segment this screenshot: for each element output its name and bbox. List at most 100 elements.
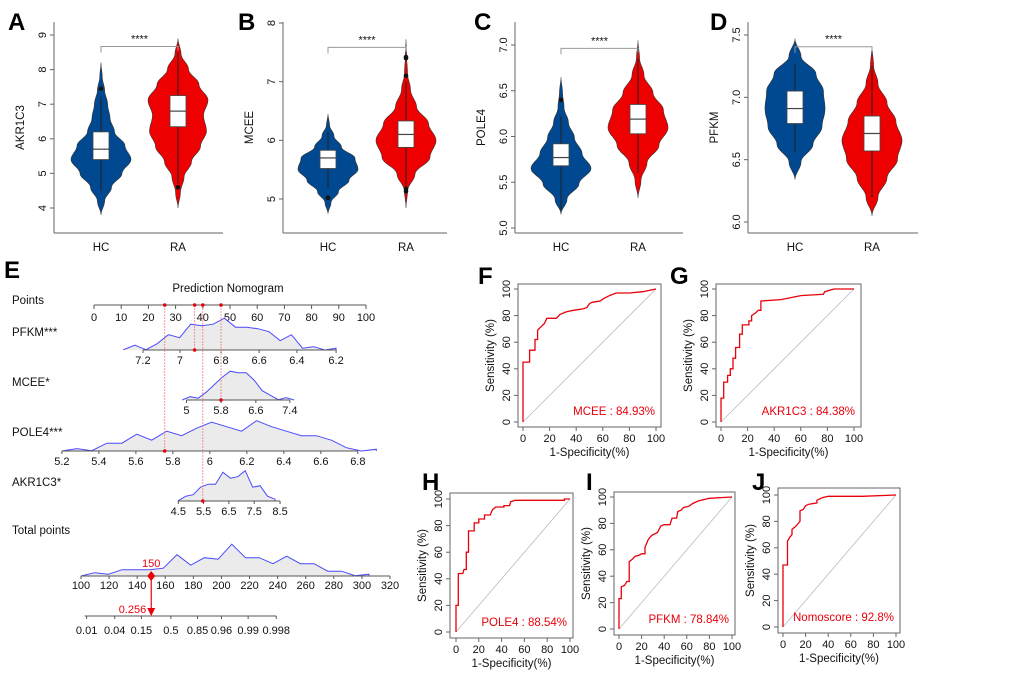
probability-tick-label: 0.99 [237,625,258,637]
variable-tick-label: 6.5 [221,506,236,518]
outlier-point [98,86,104,91]
reference-diagonal [720,288,855,423]
significance-label: **** [131,33,149,45]
y-tick-label: 5 [266,196,278,202]
probability-tick-label: 0.96 [211,625,232,637]
x-tick-label: 0 [718,433,724,445]
y-tick-label: 20 [501,389,513,401]
y-tick-label: 40 [501,363,513,375]
probability-tick-label: 0.15 [131,625,152,637]
points-tick-label: 80 [305,312,317,324]
total-points-tick-label: 140 [128,580,146,592]
x-tick-label: 100 [561,644,579,656]
y-axis-label: Sensitivity (%) [581,527,593,600]
row-label-total-points: Total points [12,525,70,537]
y-tick-label: 100 [501,280,513,298]
x-tick-label: HC [787,242,804,254]
auc-label: PFKM : 78.84% [648,614,729,626]
y-axis-label: Sensitivity (%) [745,524,757,597]
roc-panel-j: J 0 0 20 20 40 40 60 60 80 80 100 100 Sensitivity (%)… [745,469,905,665]
y-tick-label: 8 [266,20,278,26]
points-tick-label: 60 [251,312,263,324]
y-tick-label: 0 [699,419,711,425]
y-tick-label: 5.5 [498,175,510,190]
outlier-point [403,54,409,60]
row-label-variable: MCEE* [12,377,50,389]
variable-tick-label: 7.5 [247,506,262,518]
panel-label: H [422,469,439,496]
y-tick-label: 7.0 [498,37,510,52]
x-tick-label: 40 [768,433,780,445]
variable-tick-label: 5.8 [213,405,228,417]
probability-value: 0.256 [119,604,147,616]
y-tick-label: 5 [37,170,49,176]
outlier-point [558,97,564,103]
outlier-point [403,73,409,79]
roc-panel-f: F 0 0 20 20 40 40 60 60 80 80 100 100 Sensitivity (%)… [478,263,665,459]
y-tick-label: 80 [699,309,711,321]
y-tick-label: 60 [433,546,445,558]
density-curve [61,420,377,452]
x-tick-label: 0 [453,644,459,656]
value-marker [219,398,223,402]
x-tick-label: RA [398,242,414,254]
x-tick-label: 0 [520,433,526,445]
y-tick-label: 4 [37,205,49,211]
reference-diagonal [455,498,571,633]
value-marker [162,449,167,453]
y-tick-label: 80 [761,515,773,527]
x-tick-label: 40 [570,433,582,445]
y-tick-label: 20 [433,599,445,611]
x-tick-label: 80 [541,644,553,656]
x-tick-label: 100 [845,433,863,445]
y-axis-label: Sensitivity (%) [485,319,497,392]
x-tick-label: 20 [543,433,555,445]
auc-label: MCEE : 84.93% [573,406,655,418]
density-curve [177,469,276,502]
x-tick-label: 20 [473,644,485,656]
roc-curve [618,496,733,629]
x-tick-label: RA [864,242,880,254]
variable-tick-label: 5.8 [165,456,180,468]
y-tick-label: 40 [761,568,773,580]
panel-label: A [8,9,25,36]
x-tick-label: 80 [703,641,715,653]
violin-panel-d: D 6.0 6.5 7.0 7.5 PFKM HC RA **** [709,9,918,254]
y-tick-label: 6.5 [498,83,510,98]
variable-tick-label: 5.5 [196,506,211,518]
y-tick-label: 60 [597,544,609,556]
probability-tick-label: 0.85 [187,625,208,637]
x-tick-label: 100 [723,641,741,653]
total-points-tick-label: 300 [353,580,371,592]
x-axis-label: 1-Specificity(%) [799,653,879,665]
roc-curve [455,498,570,632]
y-tick-label: 100 [433,490,445,508]
x-tick-label: 40 [822,639,834,651]
x-axis-label: 1-Specificity(%) [749,447,829,459]
y-tick-label: 60 [501,336,513,348]
y-axis-label: PFKM [709,112,721,144]
significance-bracket [794,46,873,53]
total-points-tick-label: 100 [72,580,90,592]
points-tick-label: 90 [333,312,345,324]
x-tick-label: 0 [780,639,786,651]
violin-panel-c: C 5.0 5.5 6.0 6.5 7.0 POLE4 HC RA **** [474,9,683,254]
outlier-point [325,195,331,201]
y-axis-label: MCEE [244,111,256,145]
variable-tick-label: 6.4 [289,355,304,367]
x-tick-label: 80 [867,639,879,651]
outlier-point [175,184,181,190]
total-points-tick-label: 280 [325,580,343,592]
variable-tick-label: 6.4 [276,456,291,468]
auc-label: Nomoscore : 92.8% [793,612,894,624]
panel-label: D [710,9,727,36]
total-points-tick-label: 180 [184,580,202,592]
total-points-tick-label: 220 [240,580,258,592]
auc-label: POLE4 : 88.54% [481,617,567,629]
points-tick-label: 30 [169,312,181,324]
variable-tick-label: 7.2 [135,355,150,367]
x-tick-label: 60 [681,641,693,653]
variable-tick-label: 6.6 [313,456,328,468]
